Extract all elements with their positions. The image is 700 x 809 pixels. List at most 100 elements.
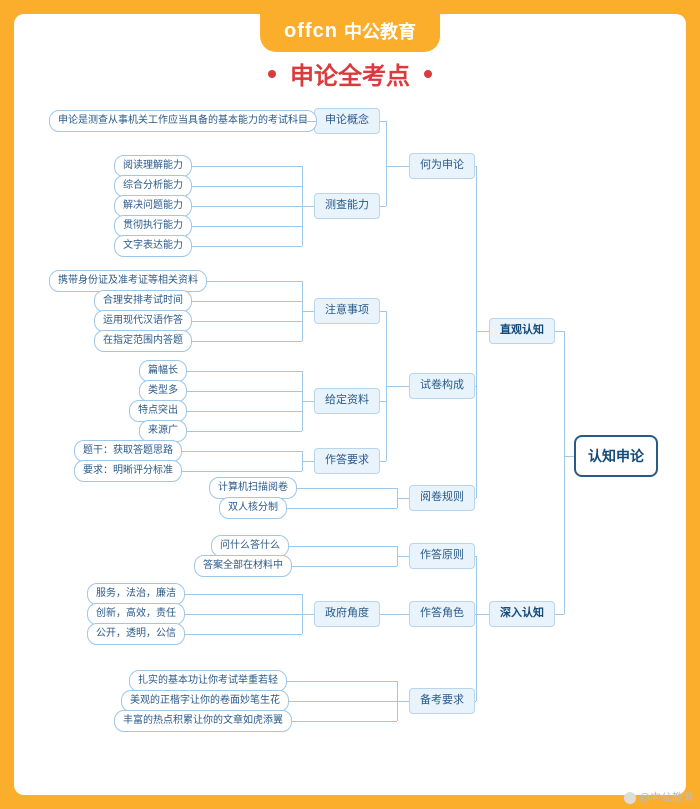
connector-h xyxy=(380,401,386,402)
watermark: @中公教育 xyxy=(624,789,694,805)
connector-v xyxy=(302,594,303,634)
connector-h xyxy=(192,166,302,167)
connector-h xyxy=(386,386,409,387)
leaf-node: 题干：获取答题思路 xyxy=(74,440,182,462)
leaf-node: 综合分析能力 xyxy=(114,175,192,197)
leaf-node: 公开，透明，公信 xyxy=(87,623,185,645)
connector-h xyxy=(192,321,302,322)
connector-h xyxy=(185,614,302,615)
connector-h xyxy=(397,556,409,557)
l1-shenru: 深入认知 xyxy=(489,601,555,627)
connector-h xyxy=(397,498,409,499)
leaf-node: 在指定范围内答题 xyxy=(94,330,192,352)
connector-h xyxy=(185,634,302,635)
connector-h xyxy=(302,461,314,462)
l2-zdjs: 作答角色 xyxy=(409,601,475,627)
connector-h xyxy=(475,166,476,167)
connector-v xyxy=(397,546,398,566)
leaf-node: 美观的正楷字让你的卷面妙笔生花 xyxy=(121,690,289,712)
logo-tab: offcn 中公教育 xyxy=(260,14,440,52)
connector-h xyxy=(476,331,489,332)
leaf-node: 携带身份证及准考证等相关资料 xyxy=(49,270,207,292)
connector-h xyxy=(187,411,302,412)
connector-h xyxy=(386,166,409,167)
leaf-node: 要求：明晰评分标准 xyxy=(74,460,182,482)
l3-zdyq: 作答要求 xyxy=(314,448,380,474)
l3-gdzl: 给定资料 xyxy=(314,388,380,414)
leaf-node: 阅读理解能力 xyxy=(114,155,192,177)
connector-h xyxy=(302,311,314,312)
l3-zysx: 注意事项 xyxy=(314,298,380,324)
connector-h xyxy=(207,281,302,282)
leaf-node: 双人核分制 xyxy=(219,497,287,519)
connector-h xyxy=(302,206,314,207)
leaf-node: 合理安排考试时间 xyxy=(94,290,192,312)
l2-heweishenlun: 何为申论 xyxy=(409,153,475,179)
inner-card: offcn 中公教育 申论全考点 认知申论 直观认知深入认知 何为申论试卷构成阅卷规… xyxy=(14,14,686,795)
connector-h xyxy=(192,246,302,247)
connector-h xyxy=(555,331,564,332)
leaf-node: 创新，高效，责任 xyxy=(87,603,185,625)
l1-zhiguan: 直观认知 xyxy=(489,318,555,344)
title-text: 申论全考点 xyxy=(290,56,410,91)
connector-h xyxy=(187,371,302,372)
connector-h xyxy=(380,614,386,615)
connector-h xyxy=(475,386,476,387)
leaf-node: 申论是测查从事机关工作应当具备的基本能力的考试科目 xyxy=(49,110,317,132)
connector-v xyxy=(302,166,303,246)
connector-h xyxy=(302,121,317,122)
connector-h xyxy=(380,121,386,122)
connector-h xyxy=(475,614,476,615)
title-dot-left xyxy=(268,70,276,78)
root-node: 认知申论 xyxy=(574,435,658,477)
connector-h xyxy=(397,701,409,702)
connector-v xyxy=(386,311,387,461)
connector-v xyxy=(564,331,565,614)
l3-zfjd: 政府角度 xyxy=(314,601,380,627)
connector-v xyxy=(302,281,303,341)
l2-yuejuan: 阅卷规则 xyxy=(409,485,475,511)
connector-h xyxy=(192,226,302,227)
connector-h xyxy=(564,456,574,457)
connector-v xyxy=(476,556,477,701)
connector-h xyxy=(192,206,302,207)
connector-h xyxy=(380,461,386,462)
connector-h xyxy=(287,508,397,509)
connector-h xyxy=(297,488,397,489)
connector-h xyxy=(292,566,397,567)
connector-v xyxy=(302,451,303,471)
connector-h xyxy=(292,721,397,722)
connector-h xyxy=(192,186,302,187)
leaf-node: 贯彻执行能力 xyxy=(114,215,192,237)
l3-ccnl: 测查能力 xyxy=(314,193,380,219)
connector-v xyxy=(302,371,303,431)
connector-h xyxy=(380,311,386,312)
connector-h xyxy=(475,701,476,702)
leaf-node: 丰富的热点积累让你的文章如虎添翼 xyxy=(114,710,292,732)
connector-h xyxy=(386,614,409,615)
connector-h xyxy=(192,301,302,302)
l2-shijuan: 试卷构成 xyxy=(409,373,475,399)
connector-h xyxy=(187,431,302,432)
connector-v xyxy=(397,488,398,508)
connector-h xyxy=(192,341,302,342)
connector-h xyxy=(302,401,314,402)
leaf-node: 计算机扫描阅卷 xyxy=(209,477,297,499)
leaf-node: 文字表达能力 xyxy=(114,235,192,257)
connector-h xyxy=(475,556,476,557)
connector-h xyxy=(555,614,564,615)
connector-v xyxy=(476,166,477,498)
title-dot-right xyxy=(424,70,432,78)
leaf-node: 类型多 xyxy=(139,380,187,402)
l2-bkyq: 备考要求 xyxy=(409,688,475,714)
connector-h xyxy=(182,451,302,452)
l2-zdyz: 作答原则 xyxy=(409,543,475,569)
connector-h xyxy=(289,701,397,702)
connector-h xyxy=(380,206,386,207)
connector-h xyxy=(289,546,397,547)
connector-v xyxy=(397,681,398,721)
connector-h xyxy=(187,391,302,392)
leaf-node: 服务，法治，廉洁 xyxy=(87,583,185,605)
leaf-node: 解决问题能力 xyxy=(114,195,192,217)
connector-h xyxy=(302,614,314,615)
